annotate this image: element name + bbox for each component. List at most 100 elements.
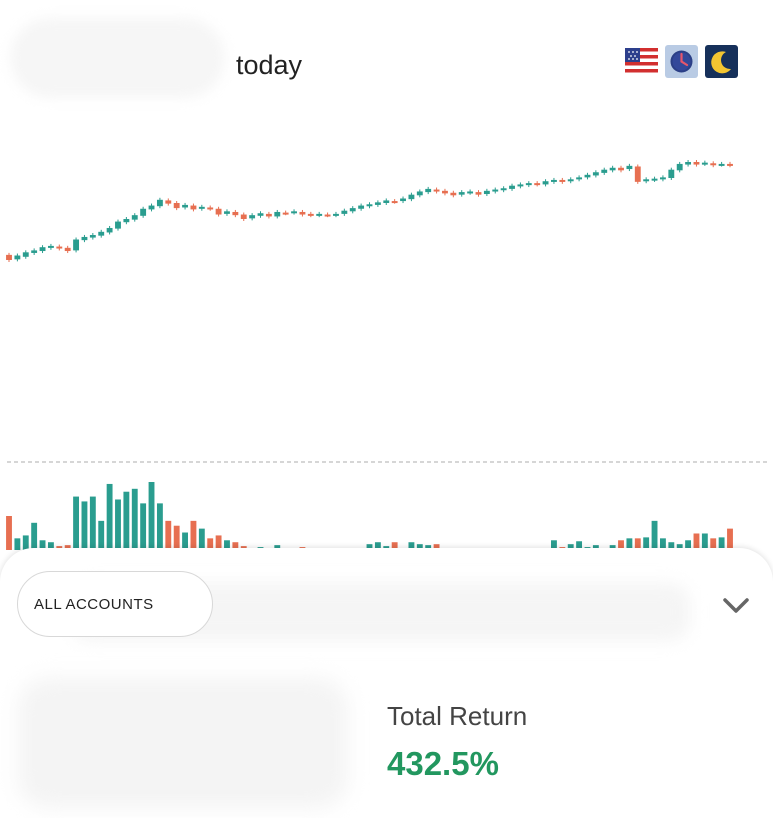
volume-bar xyxy=(659,538,666,550)
volume-bar xyxy=(592,545,599,550)
candle xyxy=(341,210,348,214)
volume-bar xyxy=(366,544,373,550)
candle xyxy=(81,236,88,241)
candle xyxy=(601,169,608,173)
candle xyxy=(73,239,80,251)
candle xyxy=(500,188,507,191)
candle xyxy=(416,191,423,196)
candle xyxy=(358,205,365,209)
candle xyxy=(366,204,373,207)
candle xyxy=(282,212,289,215)
candle xyxy=(383,200,390,203)
candle xyxy=(651,178,658,181)
candle xyxy=(249,215,256,219)
candle xyxy=(727,163,733,166)
candle xyxy=(400,198,406,202)
candle xyxy=(584,174,591,178)
account-selector-label: ALL ACCOUNTS xyxy=(34,596,154,613)
volume-bar xyxy=(391,542,398,550)
candle xyxy=(458,192,465,195)
candle xyxy=(701,162,708,165)
candle xyxy=(517,184,524,187)
candle xyxy=(450,192,457,196)
candle xyxy=(156,199,163,207)
candle xyxy=(710,163,717,166)
volume-bar xyxy=(14,538,21,550)
candle xyxy=(215,208,222,215)
candle xyxy=(190,205,197,210)
candle xyxy=(618,167,624,171)
volume-bar xyxy=(47,542,54,550)
candle xyxy=(173,202,180,209)
volume-bar xyxy=(73,496,80,550)
candle xyxy=(22,252,29,257)
volume-bar xyxy=(165,520,172,550)
candle xyxy=(542,181,549,185)
us-flag-icon[interactable] xyxy=(625,45,658,78)
volume-bar xyxy=(89,496,96,550)
volume-bar xyxy=(567,544,574,550)
account-selector-button[interactable]: ALL ACCOUNTS xyxy=(17,571,213,637)
volume-bar xyxy=(643,537,650,550)
candle xyxy=(483,190,490,195)
candle xyxy=(643,179,650,182)
candle xyxy=(299,211,306,215)
volume-bar xyxy=(693,533,700,550)
candle xyxy=(626,165,633,170)
price-chart xyxy=(6,160,768,550)
candle xyxy=(232,211,239,216)
volume-bar xyxy=(710,538,717,550)
candle xyxy=(534,183,541,186)
volume-bar xyxy=(609,545,616,550)
volume-bar xyxy=(64,545,71,550)
candle xyxy=(551,179,557,182)
volume-bar xyxy=(31,522,38,550)
candle xyxy=(182,204,188,208)
candle xyxy=(333,213,339,216)
blurred-stat xyxy=(18,678,348,808)
volume-bar xyxy=(115,499,121,550)
candle xyxy=(265,213,272,217)
header: today xyxy=(0,0,773,110)
volume-bar xyxy=(182,532,188,550)
candle xyxy=(324,214,331,217)
candle xyxy=(408,194,415,200)
volume-bar xyxy=(131,488,138,550)
volume-bar xyxy=(215,535,222,550)
candle xyxy=(291,211,297,214)
candle xyxy=(89,235,96,238)
candle xyxy=(693,162,700,165)
volume-bar xyxy=(416,544,423,550)
chevron-down-icon[interactable] xyxy=(722,596,750,616)
candle xyxy=(115,221,121,229)
volume-bar xyxy=(551,540,557,550)
volume-bar xyxy=(685,540,692,550)
volume-bar xyxy=(81,501,88,550)
candle xyxy=(668,169,675,179)
candle xyxy=(123,219,130,223)
candle xyxy=(106,227,113,233)
volume-bar xyxy=(39,540,46,550)
candle xyxy=(6,254,12,260)
volume-bar xyxy=(576,541,583,550)
candle xyxy=(47,245,54,248)
volume-bar xyxy=(701,533,708,550)
candle xyxy=(14,255,21,260)
volume-bar xyxy=(207,538,214,550)
moon-icon[interactable] xyxy=(705,45,738,78)
volume-bar xyxy=(6,516,12,550)
clock-icon[interactable] xyxy=(665,45,698,78)
volume-bar xyxy=(190,520,197,550)
candle xyxy=(64,247,71,252)
volume-bar xyxy=(668,542,675,550)
volume-bar xyxy=(156,503,163,550)
candle xyxy=(307,213,314,216)
candle xyxy=(140,208,147,216)
candle xyxy=(634,166,641,182)
candle xyxy=(676,163,683,171)
candle xyxy=(492,189,499,192)
volume-bar xyxy=(718,537,725,550)
candle xyxy=(467,191,474,194)
volume-bar xyxy=(618,540,624,550)
candle xyxy=(316,213,323,216)
